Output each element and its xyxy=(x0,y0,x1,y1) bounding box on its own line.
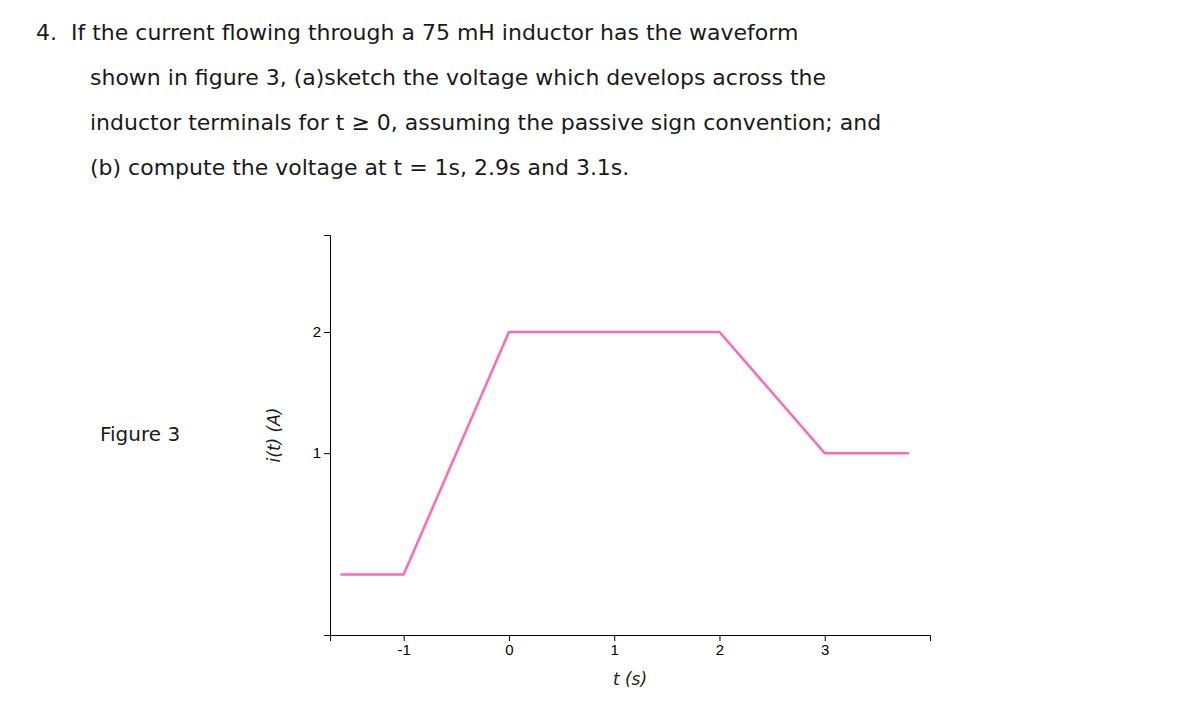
y-axis-line xyxy=(324,236,331,636)
x-tick-label: 2 xyxy=(716,641,724,658)
y-tick-mark xyxy=(324,332,330,333)
x-tick: -1 xyxy=(398,635,411,658)
question-text: 4. If the current flowing through a 75 m… xyxy=(36,20,798,45)
question-text: (b) compute the voltage at t = 1s, 2.9s … xyxy=(90,155,629,180)
x-axis: -1 0 1 2 3 xyxy=(331,635,931,658)
question-text: inductor terminals for t ≥ 0, assuming t… xyxy=(90,110,881,135)
y-tick: 2 xyxy=(313,323,330,340)
x-axis-label: t (s) xyxy=(613,669,647,689)
y-tick-label: 1 xyxy=(313,444,321,461)
y-tick-label: 2 xyxy=(313,323,321,340)
x-tick: 3 xyxy=(821,635,829,658)
chart: 4. If the current flowing through a 75 m… xyxy=(0,0,1200,728)
x-axis-line xyxy=(331,636,931,642)
x-tick-label: -1 xyxy=(398,641,411,658)
question-text: shown in figure 3, (a)sketch the voltage… xyxy=(90,65,826,90)
y-tick-mark xyxy=(324,453,330,454)
plot-area xyxy=(341,332,909,574)
x-tick-label: 0 xyxy=(505,641,513,658)
x-tick: 1 xyxy=(611,635,619,658)
x-tick: 2 xyxy=(716,635,724,658)
annotations: 4. If the current flowing through a 75 m… xyxy=(36,20,881,446)
x-tick-label: 3 xyxy=(821,641,829,658)
y-axis-label: i(t) (A) xyxy=(264,408,284,463)
y-tick: 1 xyxy=(313,444,330,461)
figure-label: Figure 3 xyxy=(100,422,180,446)
x-tick: 0 xyxy=(505,635,513,658)
y-axis: 12 xyxy=(313,236,331,636)
waveform-line xyxy=(341,332,909,574)
x-tick-label: 1 xyxy=(611,641,619,658)
